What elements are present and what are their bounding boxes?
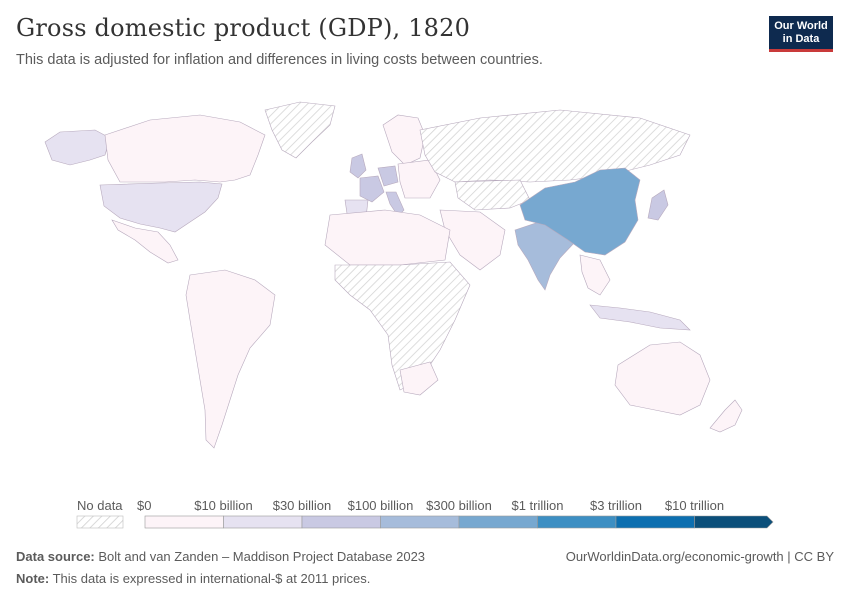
region-middle-east[interactable] — [439, 209, 506, 271]
region-north-africa[interactable] — [324, 209, 451, 266]
chart-title: Gross domestic product (GDP), 1820 — [16, 14, 471, 42]
data-source-label: Data source: — [16, 549, 95, 564]
legend-bin-label: $300 billion — [426, 498, 492, 513]
legend-no-data-label: No data — [77, 498, 123, 513]
legend-bin-swatch — [458, 515, 538, 529]
logo-line-2: in Data — [782, 33, 820, 45]
legend-bin-label: $3 trillion — [590, 498, 642, 513]
note-text: This data is expressed in international-… — [52, 571, 371, 586]
region-greenland[interactable] — [264, 101, 336, 159]
region-new-zealand[interactable] — [709, 399, 743, 433]
legend-bin-label: $1 trillion — [511, 498, 563, 513]
legend-no-data-swatch — [76, 515, 124, 529]
region-alaska[interactable] — [44, 129, 111, 166]
region-united-kingdom[interactable] — [349, 153, 367, 179]
owid-logo[interactable]: Our World in Data — [769, 16, 833, 52]
legend-bin-swatch — [223, 515, 303, 529]
region-indonesia[interactable] — [589, 304, 691, 331]
region-south-america[interactable] — [185, 269, 276, 449]
legend-bin-label: $0 — [137, 498, 151, 513]
region-canada[interactable] — [104, 114, 266, 183]
region-southeast-asia[interactable] — [579, 254, 611, 296]
region-france[interactable] — [359, 175, 385, 203]
legend-bin-swatch — [694, 515, 774, 529]
legend-bin-swatch — [380, 515, 460, 529]
region-mexico[interactable] — [111, 219, 179, 264]
logo-line-1: Our World — [774, 20, 828, 32]
data-source: Data source: Bolt and van Zanden – Maddi… — [16, 549, 425, 564]
data-source-text[interactable]: Bolt and van Zanden – Maddison Project D… — [98, 549, 426, 564]
note-label: Note: — [16, 571, 50, 586]
source-url[interactable]: OurWorldinData.org/economic-growth | CC … — [565, 549, 834, 564]
chart-subtitle: This data is adjusted for inflation and … — [16, 52, 543, 68]
legend-bin-swatch — [144, 515, 224, 529]
region-russia[interactable] — [419, 109, 691, 183]
region-germany[interactable] — [377, 165, 399, 187]
region-japan[interactable] — [647, 189, 669, 221]
legend-bin-swatch — [301, 515, 381, 529]
legend-bin-label: $10 trillion — [665, 498, 724, 513]
legend-bin-swatch — [537, 515, 617, 529]
region-south-africa[interactable] — [399, 361, 439, 396]
world-map[interactable] — [0, 80, 850, 480]
map-legend: No data $0 $10 billion $30 billion $100 bil… — [76, 498, 774, 529]
legend-bin-label: $30 billion — [273, 498, 332, 513]
legend-bin-label: $10 billion — [194, 498, 253, 513]
region-china[interactable] — [519, 167, 641, 256]
footer-note: Note: This data is expressed in internat… — [16, 571, 370, 586]
legend-bin-label: $100 billion — [348, 498, 414, 513]
region-united-states[interactable] — [99, 181, 223, 233]
region-central-asia[interactable] — [454, 179, 531, 211]
legend-bin-swatch — [615, 515, 695, 529]
region-australia[interactable] — [614, 341, 711, 416]
region-scandinavia[interactable] — [382, 114, 426, 166]
